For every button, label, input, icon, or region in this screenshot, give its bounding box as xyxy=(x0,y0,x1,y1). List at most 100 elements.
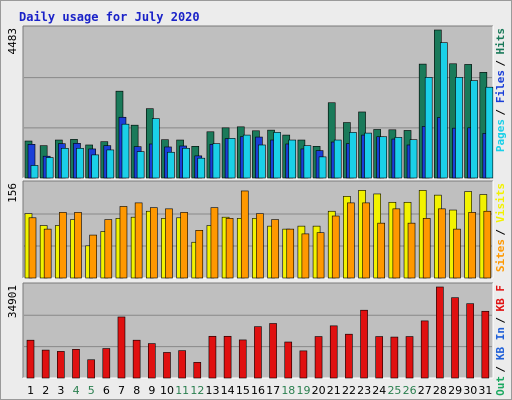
bar-usage-pages-day-22 xyxy=(349,132,357,179)
bar-usage-pages-day-7 xyxy=(121,123,130,179)
bar-kbytes-kb-f-day-30 xyxy=(466,303,474,379)
bar-visits-sites-day-30 xyxy=(468,212,476,279)
bar-visits-sites-day-11 xyxy=(180,212,188,279)
bar-visits-sites-day-20 xyxy=(316,232,325,279)
bar-kbytes-kb-f-day-21 xyxy=(329,325,338,379)
x-tick-label-day-31: 31 xyxy=(478,384,492,397)
bar-kbytes-kb-f-day-2 xyxy=(41,349,50,379)
bar-kbytes-kb-f-day-20 xyxy=(314,336,323,379)
panel-visits-legend-sites: Sites xyxy=(494,239,507,272)
panel-kbytes-y-max-label: 34901 xyxy=(6,285,19,318)
bar-kbytes-kb-f-day-28 xyxy=(436,286,444,379)
bar-kbytes-kb-f-day-5 xyxy=(87,359,95,379)
bar-usage-pages-day-27 xyxy=(424,77,433,179)
bar-kbytes-kb-f-day-14 xyxy=(223,335,232,379)
bar-visits-sites-day-10 xyxy=(165,208,173,279)
bar-kbytes-kb-f-day-1 xyxy=(26,339,35,379)
bar-usage-pages-day-9 xyxy=(151,118,160,179)
bar-usage-pages-day-8 xyxy=(136,151,145,179)
bar-visits-sites-day-26 xyxy=(407,222,416,279)
bar-visits-sites-day-12 xyxy=(195,230,204,279)
panel-usage-legend-hits: Hits xyxy=(494,28,507,55)
x-tick-label-day-23: 23 xyxy=(357,384,371,397)
x-tick-label-day-21: 21 xyxy=(327,384,341,397)
x-tick-label-day-2: 2 xyxy=(42,384,49,397)
x-tick-label-day-20: 20 xyxy=(312,384,326,397)
panel-usage-legend-pages: Pages xyxy=(494,119,507,152)
bar-visits-sites-day-22 xyxy=(347,202,355,279)
bar-usage-pages-day-12 xyxy=(197,157,206,179)
bar-usage-pages-day-16 xyxy=(258,144,266,179)
bar-visits-sites-day-15 xyxy=(240,190,249,279)
x-tick-label-day-5: 5 xyxy=(88,384,95,397)
bar-visits-sites-day-31 xyxy=(483,210,492,279)
bar-visits-sites-day-1 xyxy=(28,217,37,279)
x-tick-label-day-28: 28 xyxy=(433,384,447,397)
bar-usage-pages-day-25 xyxy=(394,137,403,179)
bar-visits-sites-day-16 xyxy=(256,213,264,279)
x-tick-label-day-13: 13 xyxy=(206,384,220,397)
x-tick-label-day-17: 17 xyxy=(266,384,280,397)
x-tick-label-day-29: 29 xyxy=(448,384,462,397)
bar-usage-pages-day-15 xyxy=(242,134,251,179)
bar-kbytes-kb-f-day-25 xyxy=(390,336,399,379)
x-tick-label-day-9: 9 xyxy=(148,384,155,397)
bar-kbytes-kb-f-day-7 xyxy=(117,316,126,379)
bar-kbytes-kb-f-day-18 xyxy=(284,341,293,379)
bar-usage-pages-day-20 xyxy=(318,156,327,179)
x-tick-label-day-1: 1 xyxy=(27,384,34,397)
x-tick-label-day-27: 27 xyxy=(418,384,432,397)
panel-usage-legend-separator: / xyxy=(494,109,507,116)
x-tick-label-day-26: 26 xyxy=(403,384,417,397)
bar-usage-pages-day-3 xyxy=(61,147,69,179)
x-tick-label-day-4: 4 xyxy=(73,384,80,397)
x-tick-label-day-11: 11 xyxy=(175,384,189,397)
x-tick-label-day-19: 19 xyxy=(296,384,310,397)
x-tick-label-day-10: 10 xyxy=(160,384,174,397)
bar-kbytes-kb-f-day-10 xyxy=(163,352,171,379)
bar-kbytes-kb-f-day-11 xyxy=(178,350,186,379)
bar-kbytes-kb-f-day-15 xyxy=(238,339,247,379)
bar-visits-sites-day-9 xyxy=(149,207,158,279)
x-tick-label-day-14: 14 xyxy=(221,384,235,397)
bar-kbytes-kb-f-day-27 xyxy=(420,320,429,379)
bar-kbytes-kb-f-day-9 xyxy=(147,343,156,379)
bar-usage-pages-day-10 xyxy=(167,151,175,179)
bar-usage-pages-day-28 xyxy=(440,42,448,179)
panel-usage-legend-files: Files xyxy=(494,70,507,103)
panel-visits-legend-separator: / xyxy=(494,229,507,236)
bar-visits-sites-day-8 xyxy=(134,202,143,279)
x-tick-label-day-24: 24 xyxy=(372,384,386,397)
bar-usage-pages-day-30 xyxy=(470,80,478,179)
bar-visits-sites-day-6 xyxy=(104,219,113,279)
panel-kbytes-legend-separator: / xyxy=(494,366,507,373)
bar-visits-sites-day-13 xyxy=(210,207,219,279)
bar-usage-pages-day-4 xyxy=(76,147,84,179)
bar-visits-sites-day-21 xyxy=(331,215,340,279)
bar-kbytes-kb-f-day-19 xyxy=(299,350,308,379)
panel-kbytes-legend-kb-out: KB Out xyxy=(494,376,507,399)
bar-visits-sites-day-23 xyxy=(362,202,370,279)
bar-kbytes-kb-f-day-23 xyxy=(360,309,368,379)
x-tick-label-day-6: 6 xyxy=(103,384,110,397)
bar-visits-sites-day-18 xyxy=(286,228,295,279)
bar-visits-sites-day-3 xyxy=(59,212,67,279)
x-tick-label-day-7: 7 xyxy=(118,384,125,397)
bar-kbytes-kb-f-day-4 xyxy=(72,349,80,379)
bar-usage-pages-day-21 xyxy=(333,139,342,179)
x-tick-label-day-15: 15 xyxy=(236,384,250,397)
bar-kbytes-kb-f-day-6 xyxy=(102,348,111,379)
bar-visits-sites-day-24 xyxy=(377,222,386,279)
bar-visits-sites-day-29 xyxy=(453,228,461,279)
bar-usage-pages-day-11 xyxy=(182,147,190,179)
bar-visits-sites-day-27 xyxy=(422,218,431,279)
bar-usage-pages-day-24 xyxy=(379,136,388,179)
bar-kbytes-kb-f-day-31 xyxy=(481,310,490,379)
x-tick-label-day-16: 16 xyxy=(251,384,265,397)
bar-visits-sites-day-25 xyxy=(392,208,401,279)
bar-usage-pages-day-13 xyxy=(212,143,221,179)
panel-kbytes-legend-separator: / xyxy=(494,317,507,324)
panel-usage-legend-separator: / xyxy=(494,60,507,67)
x-tick-label-day-30: 30 xyxy=(463,384,477,397)
